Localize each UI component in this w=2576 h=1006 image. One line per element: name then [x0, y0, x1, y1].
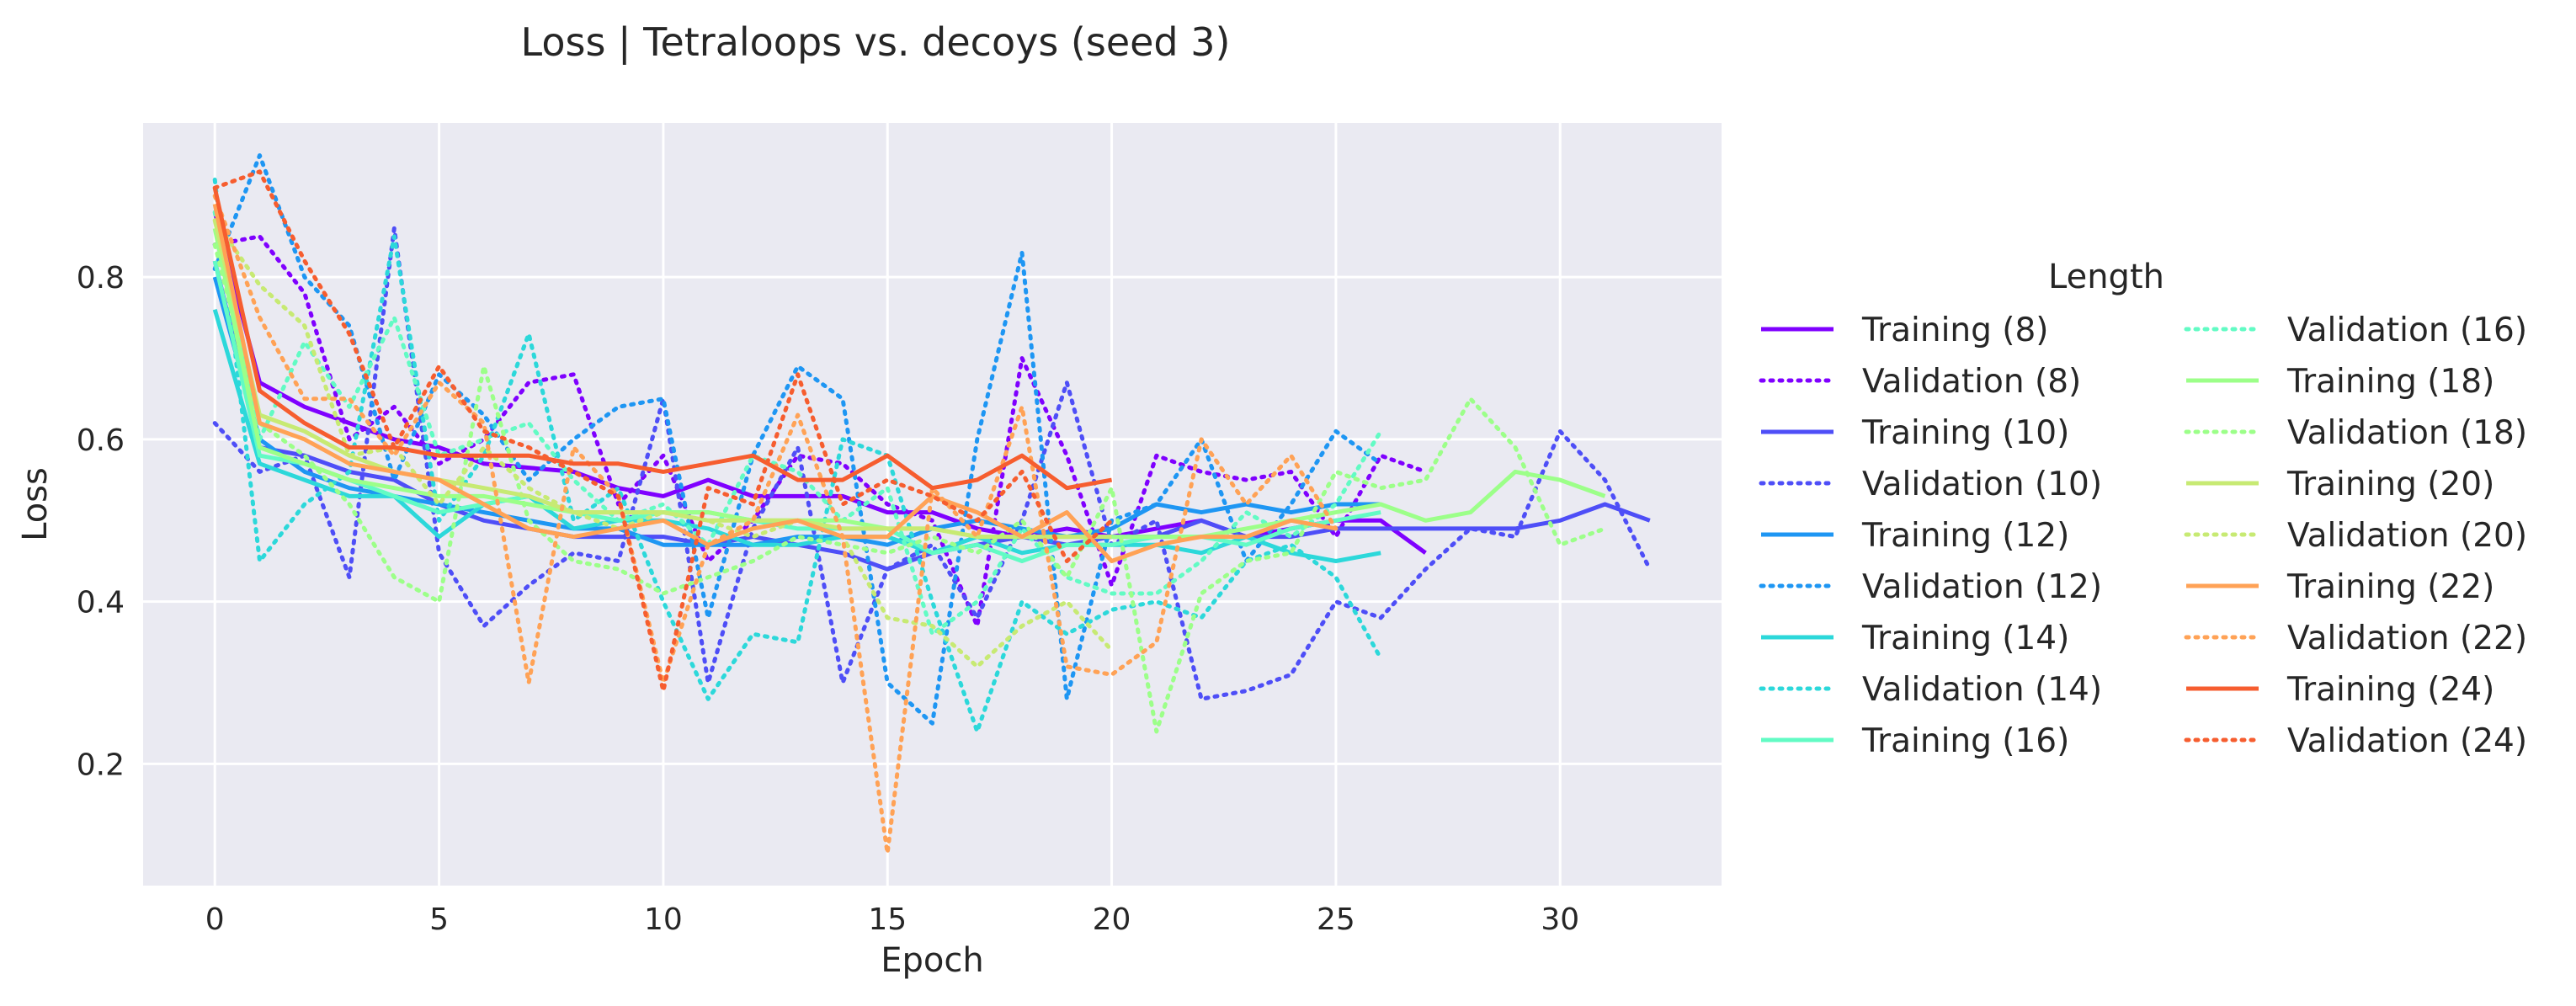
legend-entry: Training (22): [2286, 568, 2494, 606]
x-tick-label: 30: [1541, 902, 1579, 937]
legend-entry: Validation (18): [2287, 414, 2527, 452]
legend-title: Length: [2048, 258, 2164, 296]
legend-entry: Validation (10): [1862, 466, 2102, 503]
legend-entry: Training (12): [1861, 517, 2069, 555]
legend-entry: Validation (16): [2287, 311, 2527, 349]
series-line: [212, 226, 1653, 701]
legend-entry: Validation (20): [2287, 517, 2527, 555]
series-lines: [212, 153, 1653, 855]
plot-area: [143, 123, 1722, 886]
x-tick-label: 5: [429, 902, 449, 937]
y-tick-label: 0.2: [77, 748, 125, 782]
series-line: [212, 234, 1428, 629]
series-line: [212, 153, 1383, 726]
legend-entry: Validation (24): [2287, 722, 2527, 760]
legend-entry: Training (8): [1861, 311, 2049, 349]
legend-entry: Training (10): [1861, 414, 2069, 452]
y-tick-label: 0.4: [77, 586, 125, 620]
x-tick-label: 15: [868, 902, 907, 937]
series-line: [212, 218, 1115, 669]
x-axis-label: Epoch: [881, 941, 983, 980]
legend-entry: Validation (8): [1862, 363, 2081, 401]
legend-entry: Validation (14): [1862, 671, 2102, 709]
legend-entry: Training (20): [2286, 466, 2494, 503]
y-tick-label: 0.8: [77, 261, 125, 295]
legend: Length Training (8) Validation (8) Trainin…: [1759, 258, 2527, 760]
series-line: [212, 242, 1607, 734]
series-line: [212, 309, 1381, 563]
legend-entry: Training (16): [1861, 722, 2069, 760]
x-tick-label: 25: [1317, 902, 1355, 937]
x-tick-label: 20: [1093, 902, 1131, 937]
chart-title: Loss | Tetraloops vs. decoys (seed 3): [521, 19, 1231, 66]
series-line: [212, 210, 1383, 636]
y-axis-label: Loss: [16, 467, 55, 541]
x-tick-label: 0: [205, 902, 225, 937]
series-line: [212, 178, 1383, 734]
legend-entry: Validation (12): [1862, 568, 2102, 606]
legend-entry: Validation (22): [2287, 620, 2527, 657]
tick-labels: 0 5 10 15 20 25 30 0.2 0.4 0.6 0.8: [77, 261, 1579, 937]
legend-entry: Training (18): [2286, 363, 2494, 401]
legend-entry: Training (14): [1861, 620, 2069, 657]
x-tick-label: 10: [644, 902, 683, 937]
series-line: [212, 169, 1115, 694]
series-line: [212, 187, 1113, 491]
y-tick-label: 0.6: [77, 423, 125, 458]
series-line: [212, 203, 1337, 563]
legend-entry: Training (24): [2286, 671, 2494, 709]
